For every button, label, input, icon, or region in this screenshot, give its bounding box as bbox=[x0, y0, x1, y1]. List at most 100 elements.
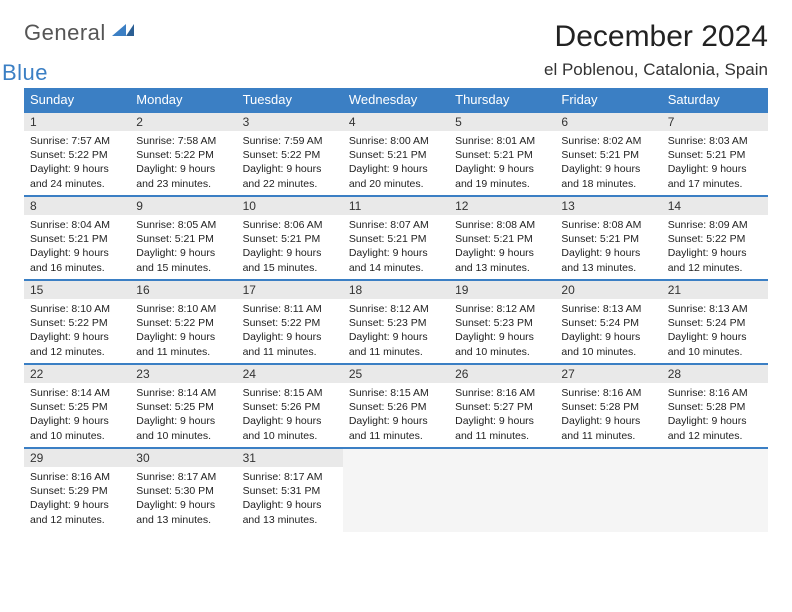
weekday-header: Thursday bbox=[449, 88, 555, 112]
sunrise-line: Sunrise: 8:13 AM bbox=[561, 302, 655, 316]
sunrise-line: Sunrise: 7:59 AM bbox=[243, 134, 337, 148]
logo-sail-icon bbox=[126, 24, 134, 36]
sunrise-line: Sunrise: 8:05 AM bbox=[136, 218, 230, 232]
day-number: 16 bbox=[130, 281, 236, 299]
sunrise-line: Sunrise: 8:03 AM bbox=[668, 134, 762, 148]
calendar-cell: 12Sunrise: 8:08 AMSunset: 5:21 PMDayligh… bbox=[449, 196, 555, 280]
sunrise-line: Sunrise: 8:16 AM bbox=[30, 470, 124, 484]
sunrise-line: Sunrise: 8:14 AM bbox=[30, 386, 124, 400]
day-number: 1 bbox=[24, 113, 130, 131]
day-details: Sunrise: 8:06 AMSunset: 5:21 PMDaylight:… bbox=[237, 215, 343, 279]
weekday-header: Saturday bbox=[662, 88, 768, 112]
brand-part1: General bbox=[24, 20, 106, 46]
daylight-line: Daylight: 9 hours and 16 minutes. bbox=[30, 246, 124, 274]
calendar-body: 1Sunrise: 7:57 AMSunset: 5:22 PMDaylight… bbox=[24, 112, 768, 532]
daylight-line: Daylight: 9 hours and 12 minutes. bbox=[30, 498, 124, 526]
day-details: Sunrise: 8:15 AMSunset: 5:26 PMDaylight:… bbox=[343, 383, 449, 447]
sunset-line: Sunset: 5:22 PM bbox=[243, 316, 337, 330]
calendar-cell: 24Sunrise: 8:15 AMSunset: 5:26 PMDayligh… bbox=[237, 364, 343, 448]
calendar-cell: 1Sunrise: 7:57 AMSunset: 5:22 PMDaylight… bbox=[24, 112, 130, 196]
daylight-line: Daylight: 9 hours and 11 minutes. bbox=[349, 414, 443, 442]
day-details: Sunrise: 8:16 AMSunset: 5:28 PMDaylight:… bbox=[555, 383, 661, 447]
daylight-line: Daylight: 9 hours and 19 minutes. bbox=[455, 162, 549, 190]
calendar-cell: 20Sunrise: 8:13 AMSunset: 5:24 PMDayligh… bbox=[555, 280, 661, 364]
sunset-line: Sunset: 5:22 PM bbox=[30, 316, 124, 330]
title-block: December 2024 el Poblenou, Catalonia, Sp… bbox=[544, 20, 768, 80]
daylight-line: Daylight: 9 hours and 23 minutes. bbox=[136, 162, 230, 190]
daylight-line: Daylight: 9 hours and 11 minutes. bbox=[561, 414, 655, 442]
day-details: Sunrise: 8:16 AMSunset: 5:27 PMDaylight:… bbox=[449, 383, 555, 447]
calendar-cell: 11Sunrise: 8:07 AMSunset: 5:21 PMDayligh… bbox=[343, 196, 449, 280]
sunset-line: Sunset: 5:25 PM bbox=[30, 400, 124, 414]
day-number: 28 bbox=[662, 365, 768, 383]
sunrise-line: Sunrise: 8:15 AM bbox=[243, 386, 337, 400]
sunrise-line: Sunrise: 8:09 AM bbox=[668, 218, 762, 232]
calendar-week-row: 29Sunrise: 8:16 AMSunset: 5:29 PMDayligh… bbox=[24, 448, 768, 532]
calendar-cell: 5Sunrise: 8:01 AMSunset: 5:21 PMDaylight… bbox=[449, 112, 555, 196]
calendar-cell: 28Sunrise: 8:16 AMSunset: 5:28 PMDayligh… bbox=[662, 364, 768, 448]
logo-sail-icon bbox=[112, 24, 126, 36]
sunrise-line: Sunrise: 8:11 AM bbox=[243, 302, 337, 316]
sunset-line: Sunset: 5:28 PM bbox=[561, 400, 655, 414]
sunset-line: Sunset: 5:31 PM bbox=[243, 484, 337, 498]
sunrise-line: Sunrise: 8:12 AM bbox=[349, 302, 443, 316]
sunset-line: Sunset: 5:21 PM bbox=[561, 148, 655, 162]
sunset-line: Sunset: 5:28 PM bbox=[668, 400, 762, 414]
day-number: 20 bbox=[555, 281, 661, 299]
daylight-line: Daylight: 9 hours and 18 minutes. bbox=[561, 162, 655, 190]
sunset-line: Sunset: 5:24 PM bbox=[668, 316, 762, 330]
day-number: 25 bbox=[343, 365, 449, 383]
sunset-line: Sunset: 5:21 PM bbox=[455, 148, 549, 162]
calendar-cell: 18Sunrise: 8:12 AMSunset: 5:23 PMDayligh… bbox=[343, 280, 449, 364]
daylight-line: Daylight: 9 hours and 14 minutes. bbox=[349, 246, 443, 274]
day-number: 22 bbox=[24, 365, 130, 383]
day-details: Sunrise: 8:13 AMSunset: 5:24 PMDaylight:… bbox=[662, 299, 768, 363]
day-number: 19 bbox=[449, 281, 555, 299]
calendar-cell: 13Sunrise: 8:08 AMSunset: 5:21 PMDayligh… bbox=[555, 196, 661, 280]
day-number: 7 bbox=[662, 113, 768, 131]
day-number: 8 bbox=[24, 197, 130, 215]
weekday-header: Wednesday bbox=[343, 88, 449, 112]
sunrise-line: Sunrise: 8:17 AM bbox=[136, 470, 230, 484]
day-details: Sunrise: 8:13 AMSunset: 5:24 PMDaylight:… bbox=[555, 299, 661, 363]
sunset-line: Sunset: 5:21 PM bbox=[30, 232, 124, 246]
daylight-line: Daylight: 9 hours and 12 minutes. bbox=[30, 330, 124, 358]
day-details: Sunrise: 8:14 AMSunset: 5:25 PMDaylight:… bbox=[24, 383, 130, 447]
sunrise-line: Sunrise: 8:13 AM bbox=[668, 302, 762, 316]
month-title: December 2024 bbox=[544, 20, 768, 54]
calendar-cell: 8Sunrise: 8:04 AMSunset: 5:21 PMDaylight… bbox=[24, 196, 130, 280]
sunrise-line: Sunrise: 7:57 AM bbox=[30, 134, 124, 148]
calendar-cell: 30Sunrise: 8:17 AMSunset: 5:30 PMDayligh… bbox=[130, 448, 236, 532]
daylight-line: Daylight: 9 hours and 13 minutes. bbox=[561, 246, 655, 274]
day-details: Sunrise: 8:16 AMSunset: 5:28 PMDaylight:… bbox=[662, 383, 768, 447]
day-details: Sunrise: 8:04 AMSunset: 5:21 PMDaylight:… bbox=[24, 215, 130, 279]
daylight-line: Daylight: 9 hours and 10 minutes. bbox=[455, 330, 549, 358]
calendar-cell: 2Sunrise: 7:58 AMSunset: 5:22 PMDaylight… bbox=[130, 112, 236, 196]
day-details: Sunrise: 8:17 AMSunset: 5:30 PMDaylight:… bbox=[130, 467, 236, 531]
day-details: Sunrise: 7:57 AMSunset: 5:22 PMDaylight:… bbox=[24, 131, 130, 195]
calendar-cell bbox=[449, 448, 555, 532]
daylight-line: Daylight: 9 hours and 13 minutes. bbox=[243, 498, 337, 526]
sunrise-line: Sunrise: 8:15 AM bbox=[349, 386, 443, 400]
sunrise-line: Sunrise: 8:04 AM bbox=[30, 218, 124, 232]
day-number: 14 bbox=[662, 197, 768, 215]
calendar-cell: 6Sunrise: 8:02 AMSunset: 5:21 PMDaylight… bbox=[555, 112, 661, 196]
sunset-line: Sunset: 5:22 PM bbox=[30, 148, 124, 162]
calendar-cell bbox=[343, 448, 449, 532]
daylight-line: Daylight: 9 hours and 22 minutes. bbox=[243, 162, 337, 190]
day-details: Sunrise: 8:17 AMSunset: 5:31 PMDaylight:… bbox=[237, 467, 343, 531]
daylight-line: Daylight: 9 hours and 20 minutes. bbox=[349, 162, 443, 190]
brand-logo: General Blue bbox=[24, 20, 134, 68]
calendar-cell: 17Sunrise: 8:11 AMSunset: 5:22 PMDayligh… bbox=[237, 280, 343, 364]
daylight-line: Daylight: 9 hours and 10 minutes. bbox=[30, 414, 124, 442]
calendar-week-row: 8Sunrise: 8:04 AMSunset: 5:21 PMDaylight… bbox=[24, 196, 768, 280]
sunrise-line: Sunrise: 8:07 AM bbox=[349, 218, 443, 232]
weekday-header: Monday bbox=[130, 88, 236, 112]
day-details: Sunrise: 8:10 AMSunset: 5:22 PMDaylight:… bbox=[130, 299, 236, 363]
day-details: Sunrise: 8:14 AMSunset: 5:25 PMDaylight:… bbox=[130, 383, 236, 447]
day-details: Sunrise: 8:05 AMSunset: 5:21 PMDaylight:… bbox=[130, 215, 236, 279]
day-details: Sunrise: 7:58 AMSunset: 5:22 PMDaylight:… bbox=[130, 131, 236, 195]
day-number: 30 bbox=[130, 449, 236, 467]
calendar-cell: 15Sunrise: 8:10 AMSunset: 5:22 PMDayligh… bbox=[24, 280, 130, 364]
day-details: Sunrise: 8:03 AMSunset: 5:21 PMDaylight:… bbox=[662, 131, 768, 195]
